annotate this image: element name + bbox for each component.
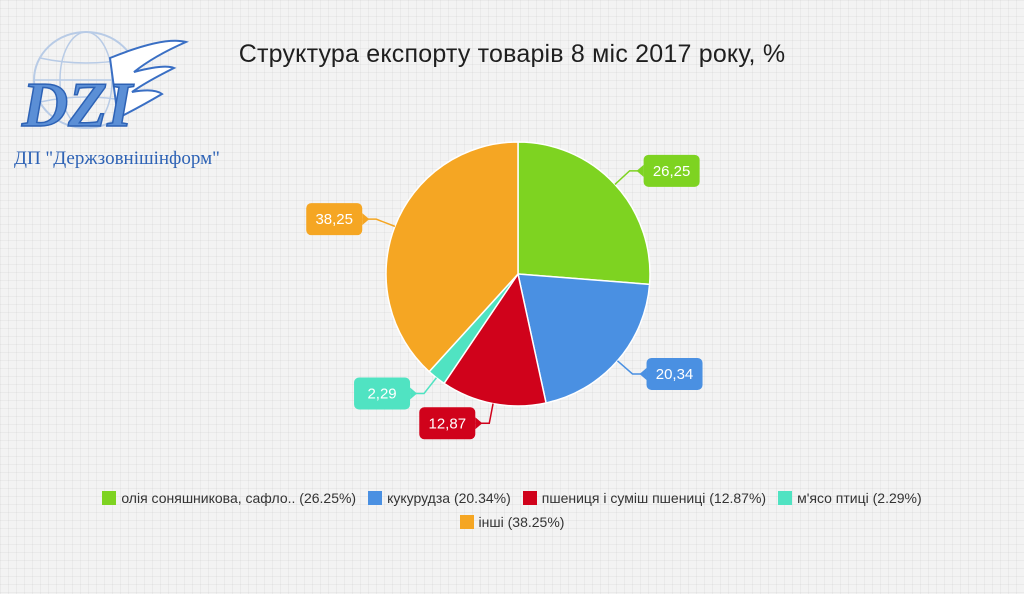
data-label-pointer-1 bbox=[639, 367, 647, 380]
data-label-pointer-2 bbox=[475, 417, 483, 430]
data-label-pointer-0 bbox=[636, 164, 644, 177]
legend-item-2[interactable]: пшениця і суміш пшениці (12.87%) bbox=[522, 490, 767, 506]
pie-slice-0[interactable] bbox=[517, 141, 651, 286]
legend-row: інші (38.25%) bbox=[40, 510, 984, 534]
data-label-4: 38,25 bbox=[315, 211, 353, 228]
legend-item-0[interactable]: олія соняшникова, сафло.. (26.25%) bbox=[102, 490, 356, 506]
logo-letters: DZI bbox=[21, 69, 134, 140]
data-label-0: 26,25 bbox=[653, 163, 691, 180]
legend-label: пшениця і суміш пшениці (12.87%) bbox=[541, 490, 767, 506]
chart-legend: олія соняшникова, сафло.. (26.25%) кукуру… bbox=[40, 486, 984, 534]
legend-label: м'ясо птиці (2.29%) bbox=[797, 490, 922, 506]
legend-swatch bbox=[368, 491, 383, 505]
data-label-3: 2,29 bbox=[367, 385, 396, 402]
legend-item-3[interactable]: м'ясо птиці (2.29%) bbox=[778, 490, 922, 506]
legend-swatch bbox=[102, 491, 117, 505]
legend-label: кукурудза (20.34%) bbox=[387, 490, 511, 506]
data-label-1: 20,34 bbox=[656, 366, 694, 383]
dzi-logo: DZI bbox=[14, 28, 194, 146]
dzi-logo-graphic: DZI bbox=[20, 31, 189, 141]
legend-label: інші (38.25%) bbox=[478, 514, 565, 530]
legend-swatch bbox=[459, 515, 474, 529]
legend-swatch bbox=[522, 491, 537, 505]
legend-item-4[interactable]: інші (38.25%) bbox=[459, 514, 565, 530]
data-label-pointer-3 bbox=[410, 387, 418, 400]
chart-title: Структура експорту товарів 8 міс 2017 ро… bbox=[238, 40, 786, 68]
data-label-box-2 bbox=[419, 407, 476, 440]
data-label-box-0 bbox=[643, 154, 700, 187]
data-label-box-1 bbox=[646, 357, 703, 390]
legend-item-1[interactable]: кукурудза (20.34%) bbox=[368, 490, 511, 506]
data-label-pointer-4 bbox=[362, 213, 370, 226]
legend-label: олія соняшникова, сафло.. (26.25%) bbox=[121, 490, 357, 506]
legend-row: олія соняшникова, сафло.. (26.25%) кукуру… bbox=[40, 486, 984, 510]
data-label-box-3 bbox=[354, 377, 411, 410]
data-label-box-4 bbox=[306, 203, 363, 236]
legend-swatch bbox=[778, 491, 793, 505]
brand-name: ДП "Держзовнішінформ" bbox=[14, 148, 220, 169]
data-label-2: 12,87 bbox=[429, 415, 467, 432]
